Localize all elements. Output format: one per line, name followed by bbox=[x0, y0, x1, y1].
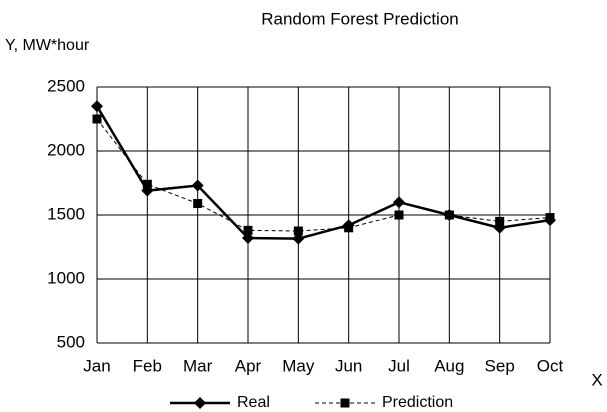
data-point bbox=[394, 210, 404, 220]
data-point bbox=[191, 179, 204, 192]
data-point bbox=[545, 213, 555, 223]
y-axis-label: Y, MW*hour bbox=[5, 37, 90, 54]
data-point bbox=[142, 179, 152, 189]
x-tick-label: Apr bbox=[235, 356, 262, 375]
series-line bbox=[96, 118, 551, 232]
chart-title: Random Forest Prediction bbox=[261, 9, 458, 28]
x-tick-label: Mar bbox=[183, 356, 213, 375]
data-point bbox=[293, 226, 303, 236]
x-tick-label: Jan bbox=[83, 356, 110, 375]
data-point bbox=[242, 232, 254, 245]
legend-label: Real bbox=[237, 394, 270, 411]
series-line bbox=[95, 105, 551, 240]
legend-marker bbox=[340, 398, 350, 408]
x-tick-label: Aug bbox=[434, 356, 464, 375]
x-tick-label: Feb bbox=[133, 356, 162, 375]
data-point bbox=[292, 232, 305, 245]
data-point bbox=[495, 216, 505, 226]
data-point bbox=[91, 100, 103, 113]
y-tick-label: 1500 bbox=[47, 204, 85, 223]
x-tick-label: Oct bbox=[537, 356, 564, 375]
data-point bbox=[92, 114, 102, 124]
data-point bbox=[243, 225, 253, 235]
legend-label: Prediction bbox=[382, 394, 453, 411]
x-tick-label: Sep bbox=[485, 356, 515, 375]
data-point bbox=[193, 198, 203, 208]
y-tick-label: 2500 bbox=[47, 76, 85, 95]
y-tick-label: 2000 bbox=[47, 140, 85, 159]
y-tick-label: 500 bbox=[57, 332, 85, 351]
x-tick-label: Jul bbox=[388, 356, 410, 375]
y-tick-label: 1000 bbox=[47, 268, 85, 287]
legend-marker bbox=[194, 397, 206, 409]
x-tick-label: Jun bbox=[335, 356, 362, 375]
data-point bbox=[444, 210, 454, 220]
data-point bbox=[344, 223, 354, 233]
x-axis-label: X bbox=[591, 370, 602, 389]
x-tick-label: May bbox=[282, 356, 315, 375]
data-point bbox=[393, 196, 405, 209]
